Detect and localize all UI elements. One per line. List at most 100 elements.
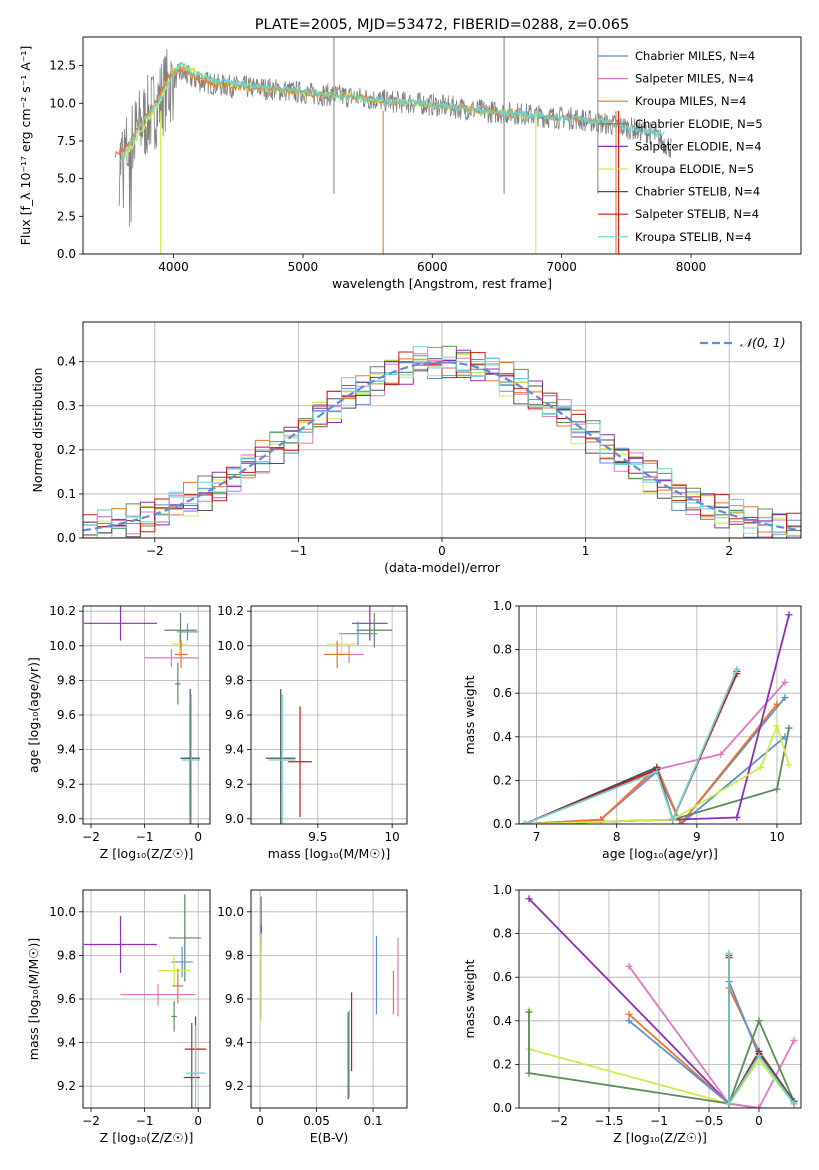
errorbar-point [168,894,201,982]
weight-marker [525,895,533,903]
weight-marker [625,962,633,970]
tick-label-x: −1 [650,1114,668,1128]
axis-label-x: mass [log₁₀(M/M☉)] [268,846,390,861]
tick-label-y: 0.3 [57,399,76,413]
legend-label: Chabrier STELIB, N=4 [635,185,760,199]
tick-label-y: 9.8 [225,673,244,687]
axes-frame [82,889,211,1109]
tick-label-y: 9.0 [225,812,244,826]
axis-label-x: Z [log₁₀(Z/Z☉)] [100,846,194,861]
weight-marker [773,700,781,708]
tick-label-y: 0.4 [57,355,76,369]
tick-label-x: 8000 [676,260,707,274]
tick-label-y: 9.6 [225,708,244,722]
tick-label-x: −1 [136,1114,154,1128]
errorbar-point [176,623,199,641]
weight-marker [790,1036,798,1044]
tick-label-x: 7 [533,830,541,844]
tick-label-y: 9.8 [225,948,244,962]
plot-area [519,890,801,1108]
tick-label-x: 0.1 [364,1114,383,1128]
weight-marker [625,1010,633,1018]
weight-line [524,681,786,824]
tick-label-x: 10 [385,830,400,844]
panel-spectrum: 4000 5000 6000 7000 8000 0.0 2.5 5.0 7.5 10.0 12.5… [18,17,802,291]
tick-label-x: 9 [693,830,701,844]
weight-line [524,697,786,824]
legend-label: Chabrier MILES, N=4 [635,49,755,63]
tick-label-y: 9.2 [57,1079,76,1093]
tick-label-x: −0.5 [694,1114,723,1128]
histogram-kroupa-stelib [83,346,801,538]
plot-area [251,606,407,824]
errorbar-point [172,968,184,1004]
tick-label-y: 0.6 [493,970,512,984]
tick-label-y: 9.6 [225,992,244,1006]
axes-frame [518,605,802,825]
legend-label: Kroupa MILES, N=4 [635,94,747,108]
tick-label-y: 9.4 [57,1036,76,1050]
tick-label-y: 9.4 [57,743,76,757]
tick-label-x: 10 [769,830,784,844]
weight-marker [781,694,789,702]
tick-label-y: 9.2 [225,1079,244,1093]
errorbar-point [84,606,157,641]
tick-label-x: 0 [194,830,202,844]
weight-marker [677,820,685,824]
tick-label-y: 1.0 [493,599,512,613]
weight-marker [773,785,781,793]
weight-marker [790,1100,798,1108]
weight-marker [781,678,789,686]
errorbar-point [180,689,200,824]
errorbar-point [185,1025,206,1108]
tick-label-y: 9.6 [57,708,76,722]
plot-area [519,606,801,824]
errorbar-point [265,689,296,824]
tick-label-x: −2 [550,1114,568,1128]
axis-label-x: age [log₁₀(age/yr)] [602,846,718,861]
tick-label-x: 1 [582,544,590,558]
tick-label-y: 9.4 [225,743,244,757]
weight-marker [785,611,793,619]
weight-marker [653,768,661,776]
axis-label-y: age [log₁₀(age/yr)] [26,657,41,773]
weight-marker [669,816,677,824]
weight-line [524,727,790,824]
tick-label-y: 10.2 [217,604,244,618]
errorbar-point [171,631,188,657]
weight-marker [733,813,741,821]
weight-line [728,957,795,1107]
tick-label-y: 9.8 [57,673,76,687]
weight-marker [755,1052,763,1060]
weight-marker [755,1104,763,1108]
errorbar-point [268,694,296,824]
tick-label-x: 8 [613,830,621,844]
tick-label-x: 0 [256,1114,264,1128]
tick-label-y: 0.2 [493,1057,512,1071]
errorbar-point [158,955,191,986]
tick-label-y: 10.0 [217,639,244,653]
plot-area [251,890,407,1108]
errorbar-point [183,1022,200,1108]
axis-label-x: (data-model)/error [384,560,501,575]
tick-label-y: 0.6 [493,686,512,700]
axes-frame [518,889,802,1109]
tick-label-y: 10.2 [49,604,76,618]
weight-line [628,965,795,1108]
legend-label: Kroupa ELODIE, N=5 [635,162,754,176]
tick-label-y: 0.0 [493,817,512,831]
tick-label-x: 0 [438,544,446,558]
weight-marker [525,1008,533,1016]
tick-label-y: 9.2 [57,777,76,791]
weight-marker [725,1100,733,1108]
tick-label-y: 12.5 [49,59,76,73]
tick-label-x: 0 [194,1114,202,1128]
tick-label-y: 10.0 [49,639,76,653]
tick-label-y: 0.1 [57,487,76,501]
tick-label-x: 5000 [288,260,319,274]
weight-line [528,1009,795,1105]
legend-label: Salpeter MILES, N=4 [635,72,754,86]
weight-marker [525,1069,533,1077]
tick-label-y: 0.8 [493,927,512,941]
tick-label-x: 0.05 [303,1114,330,1128]
